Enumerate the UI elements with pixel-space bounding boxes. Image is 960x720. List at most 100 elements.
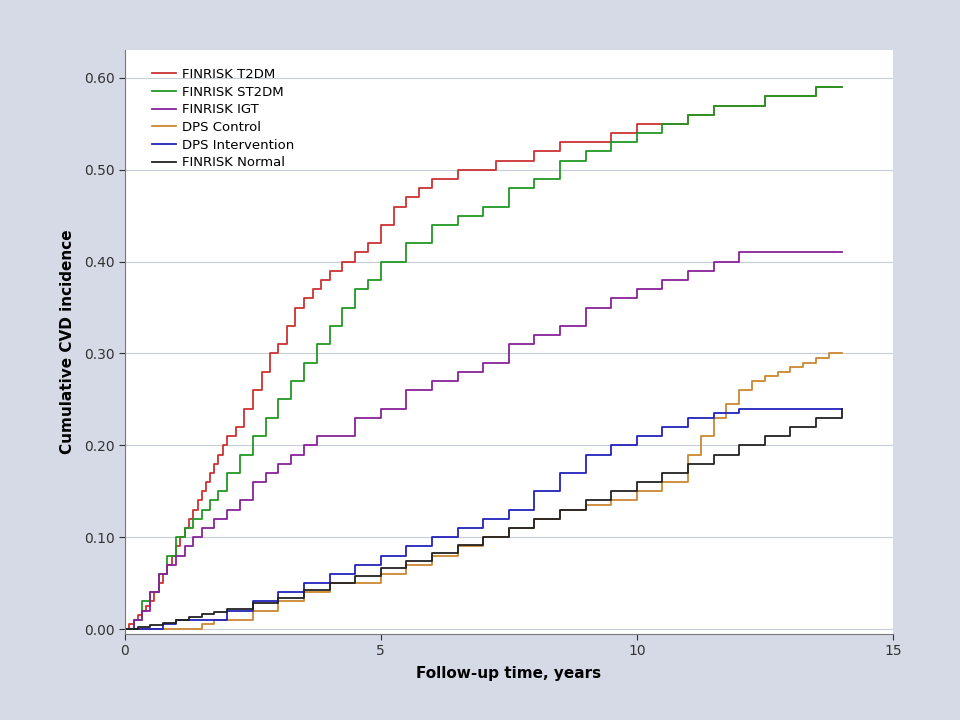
FINRISK Normal	[145, 621, 156, 630]
FINRISK Normal	[580, 496, 591, 505]
FINRISK ST2DM	[477, 202, 489, 211]
FINRISK T2DM	[836, 83, 848, 91]
FINRISK ST2DM	[606, 138, 617, 147]
FINRISK IGT	[119, 625, 131, 634]
DPS Intervention	[631, 432, 642, 441]
FINRISK Normal	[247, 599, 258, 608]
FINRISK IGT	[285, 450, 297, 459]
FINRISK ST2DM	[128, 616, 139, 624]
DPS Intervention	[196, 616, 207, 624]
FINRISK Normal	[733, 441, 745, 450]
FINRISK Normal	[426, 549, 438, 557]
DPS Control	[119, 625, 131, 634]
FINRISK ST2DM	[631, 129, 642, 138]
DPS Control	[132, 625, 143, 634]
FINRISK Normal	[529, 515, 540, 523]
FINRISK ST2DM	[580, 147, 591, 156]
FINRISK ST2DM	[187, 515, 199, 523]
DPS Control	[746, 377, 757, 385]
FINRISK Normal	[400, 557, 412, 565]
FINRISK ST2DM	[657, 120, 668, 128]
FINRISK ST2DM	[299, 359, 310, 367]
FINRISK Normal	[183, 613, 195, 621]
FINRISK ST2DM	[213, 487, 225, 495]
FINRISK ST2DM	[234, 450, 246, 459]
FINRISK IGT	[349, 413, 361, 422]
FINRISK ST2DM	[161, 552, 173, 560]
FINRISK ST2DM	[273, 395, 284, 404]
FINRISK Normal	[606, 487, 617, 495]
FINRISK Normal	[222, 605, 233, 613]
FINRISK IGT	[477, 359, 489, 367]
DPS Control	[836, 349, 848, 358]
DPS Intervention	[683, 413, 694, 422]
FINRISK T2DM	[315, 276, 326, 284]
FINRISK ST2DM	[375, 257, 387, 266]
DPS Intervention	[132, 625, 143, 634]
FINRISK Normal	[208, 607, 220, 616]
FINRISK IGT	[784, 248, 796, 257]
FINRISK ST2DM	[285, 377, 297, 385]
FINRISK Normal	[836, 404, 848, 413]
FINRISK ST2DM	[222, 469, 233, 477]
DPS Intervention	[324, 570, 335, 578]
DPS Intervention	[529, 487, 540, 495]
FINRISK ST2DM	[452, 212, 464, 220]
DPS Control	[477, 533, 489, 541]
DPS Intervention	[503, 505, 515, 514]
DPS Intervention	[400, 542, 412, 551]
DPS Intervention	[170, 616, 181, 624]
FINRISK Normal	[810, 413, 822, 422]
DPS Intervention	[247, 597, 258, 606]
FINRISK ST2DM	[170, 533, 181, 541]
DPS Intervention	[349, 560, 361, 569]
Line: DPS Control: DPS Control	[125, 354, 842, 629]
FINRISK IGT	[187, 533, 199, 541]
FINRISK IGT	[299, 441, 310, 450]
FINRISK ST2DM	[179, 523, 190, 532]
DPS Control	[349, 579, 361, 588]
FINRISK ST2DM	[503, 184, 515, 192]
FINRISK ST2DM	[426, 220, 438, 229]
FINRISK Normal	[132, 623, 143, 631]
DPS Intervention	[145, 625, 156, 634]
FINRISK IGT	[170, 552, 181, 560]
FINRISK Normal	[477, 533, 489, 541]
FINRISK IGT	[529, 330, 540, 339]
DPS Control	[208, 616, 220, 624]
FINRISK ST2DM	[349, 285, 361, 294]
FINRISK ST2DM	[529, 175, 540, 184]
DPS Control	[503, 523, 515, 532]
FINRISK IGT	[759, 248, 771, 257]
FINRISK IGT	[247, 478, 258, 487]
FINRISK T2DM	[119, 625, 131, 634]
FINRISK Normal	[349, 572, 361, 580]
DPS Intervention	[580, 450, 591, 459]
FINRISK ST2DM	[337, 303, 348, 312]
X-axis label: Follow-up time, years: Follow-up time, years	[417, 666, 601, 681]
FINRISK T2DM	[281, 322, 293, 330]
FINRISK IGT	[606, 294, 617, 302]
DPS Control	[554, 505, 565, 514]
FINRISK ST2DM	[154, 570, 165, 578]
DPS Control	[400, 560, 412, 569]
FINRISK ST2DM	[204, 496, 216, 505]
DPS Control	[721, 400, 732, 408]
FINRISK Normal	[784, 423, 796, 431]
FINRISK IGT	[161, 560, 173, 569]
FINRISK IGT	[196, 523, 207, 532]
FINRISK ST2DM	[554, 156, 565, 165]
DPS Control	[183, 625, 195, 634]
DPS Intervention	[708, 409, 719, 418]
DPS Intervention	[836, 404, 848, 413]
FINRISK Normal	[708, 450, 719, 459]
FINRISK T2DM	[810, 83, 822, 91]
FINRISK T2DM	[375, 220, 387, 229]
FINRISK IGT	[260, 469, 272, 477]
FINRISK IGT	[503, 340, 515, 348]
DPS Intervention	[426, 533, 438, 541]
FINRISK IGT	[836, 248, 848, 257]
DPS Control	[606, 496, 617, 505]
DPS Intervention	[375, 552, 387, 560]
FINRISK Normal	[375, 564, 387, 572]
